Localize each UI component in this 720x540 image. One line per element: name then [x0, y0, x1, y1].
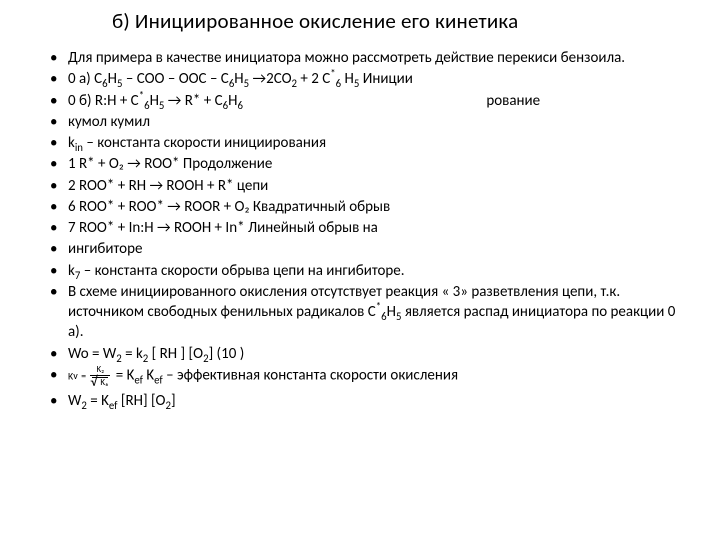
bullet-11: ингибиторе	[46, 239, 692, 259]
bullet-5: кумол кумил	[46, 112, 692, 132]
bullet-2: 0 а) C6H5 – COO – OOC – C6H5 →2CO2 + 2 C…	[46, 69, 692, 89]
bullet-14: В схеме инициированного окисления отсутс…	[46, 282, 692, 343]
bullet-list-2: W2 = Kef [RH] [O2]	[46, 391, 692, 411]
bullet-4: 0 б) R:H + C*6H5 → R* + C6H6 рование	[46, 91, 692, 111]
bullet-6: kin – константа скорости инициирования	[46, 133, 692, 153]
bullet-16: Kv = K₂ K₆ = Kef Kef – эффективная конст…	[46, 365, 692, 387]
bullet-7: 1 R* + O₂ → ROO* Продолжение	[46, 154, 692, 174]
bullet-15: Wo = W2 = k2 [ RH ] [O2] (10 )	[46, 344, 692, 364]
slide-title: б) Инициированное окисление его кинетика	[112, 8, 692, 34]
bullet-8: 2 ROO* + RH → ROOH + R* цепи	[46, 176, 692, 196]
bullet-list: Для примера в качестве инициатора можно …	[46, 48, 692, 364]
bullet-17: W2 = Kef [RH] [O2]	[46, 391, 692, 411]
bullet-12: k7 – константа скорости обрыва цепи на и…	[46, 261, 692, 281]
bullet-1: Для примера в качестве инициатора можно …	[46, 48, 692, 68]
bullet-10: 7 ROO* + In:H → ROOH + In* Линейный обры…	[46, 218, 692, 238]
bullet-9: 6 ROO* + ROO* → ROOR + O₂ Квадратичный о…	[46, 197, 692, 217]
